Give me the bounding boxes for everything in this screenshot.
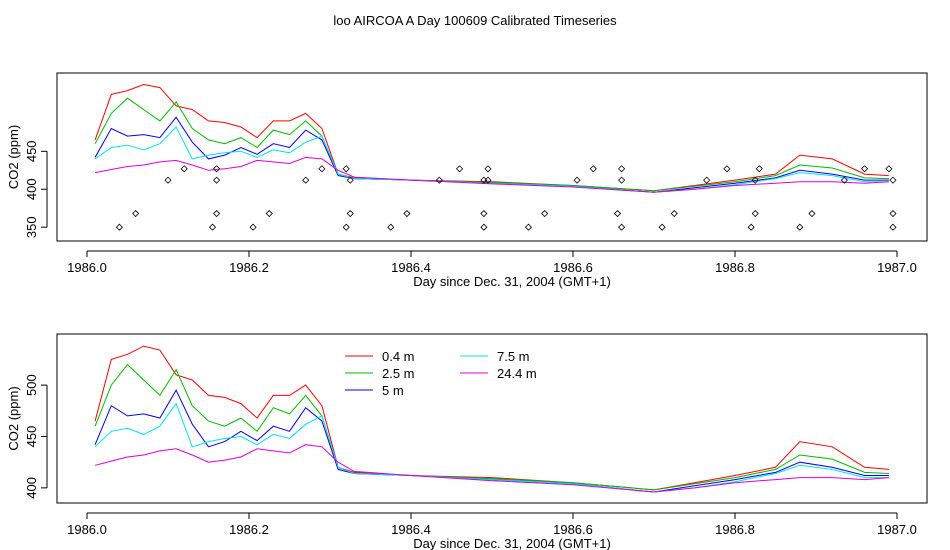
plot-frame (56, 333, 928, 504)
scatter-point (723, 165, 731, 173)
legend-label-1: 2.5 m (382, 366, 415, 381)
x-tick-label: 1986.2 (229, 260, 269, 275)
panel-top: 1986.0 1986.2 1986.4 1986.6 1986.8 1987.0 Day … (6, 72, 928, 289)
series-line-4 (94, 444, 889, 493)
scatter-point (249, 223, 257, 231)
scatter-point (346, 176, 354, 184)
y-tick-label: 500 (24, 374, 39, 396)
x-tick-label: 1986.0 (67, 260, 107, 275)
scatter-point (180, 165, 188, 173)
scatter-point (484, 165, 492, 173)
scatter-point (213, 209, 221, 218)
scatter-point (115, 223, 123, 231)
scatter-point (213, 165, 221, 173)
series-line-0 (94, 345, 889, 491)
scatter-point (861, 165, 869, 173)
series-line-3 (94, 126, 889, 193)
scatter-point (265, 209, 273, 218)
y-tick-label: 450 (24, 140, 39, 162)
y-tick-label: 350 (24, 216, 39, 238)
y-axis-label: CO2 (ppm) (6, 386, 21, 450)
x-axis-label: Day since Dec. 31, 2004 (GMT+1) (413, 536, 611, 550)
scatter-point (403, 209, 411, 218)
x-axis-label: Day since Dec. 31, 2004 (GMT+1) (413, 274, 611, 289)
x-tick-label: 1986.4 (391, 522, 431, 537)
x-tick-label: 1986.8 (715, 260, 755, 275)
scatter-point (480, 209, 488, 218)
scatter-point (132, 209, 140, 218)
scatter-point (342, 165, 350, 173)
scatter-point (889, 176, 897, 184)
scatter-point (618, 223, 626, 231)
x-tick-label: 1987.0 (877, 522, 917, 537)
scatter-point (840, 176, 848, 184)
scatter-point (658, 223, 666, 231)
scatter-point (885, 165, 893, 173)
scatter-point (456, 165, 464, 173)
scatter-point (164, 176, 172, 184)
scatter-point (751, 176, 759, 184)
x-tick-label: 1986.6 (553, 260, 593, 275)
scatter-point (524, 223, 533, 231)
series-line-1 (94, 97, 889, 192)
scatter-point (213, 176, 221, 184)
scatter-point (589, 165, 597, 173)
legend-label-3: 7.5 m (497, 349, 530, 364)
scatter-point (346, 209, 354, 218)
x-tick-label: 1987.0 (877, 260, 917, 275)
scatter-point (435, 176, 443, 184)
scatter-point (808, 209, 816, 218)
scatter-point (618, 176, 626, 184)
scatter-point (208, 223, 217, 231)
scatter-point (703, 176, 711, 184)
series-line-4 (95, 156, 889, 193)
scatter-point (618, 165, 626, 173)
x-tick-label: 1986.4 (391, 260, 431, 275)
scatter-point (318, 165, 326, 173)
scatter-point (484, 176, 492, 184)
scatter-point (302, 176, 310, 184)
scatter-point (613, 209, 622, 218)
scatter-point (342, 223, 350, 231)
plot-frame (56, 72, 928, 242)
scatter-point (889, 223, 897, 231)
scatter-point (747, 223, 755, 231)
legend-label-2: 5 m (382, 383, 404, 398)
series-line-1 (94, 363, 889, 491)
x-tick-label: 1986.8 (715, 522, 755, 537)
y-tick-label: 400 (24, 178, 39, 200)
figure-title: loo AIRCOA A Day 100609 Calibrated Times… (333, 13, 617, 28)
series-line-2 (94, 389, 889, 493)
y-tick-label: 450 (24, 426, 39, 448)
scatter-point (670, 209, 678, 218)
scatter-point (387, 223, 395, 231)
y-tick-label: 400 (24, 477, 39, 499)
scatter-point (573, 176, 581, 184)
series-line-0 (94, 83, 889, 192)
scatter-point (889, 209, 897, 218)
x-tick-label: 1986.6 (553, 522, 593, 537)
y-axis-label: CO2 (ppm) (6, 125, 21, 189)
x-tick-label: 1986.2 (229, 522, 269, 537)
scatter-point (751, 209, 759, 218)
scatter-point (480, 223, 488, 231)
legend-label-4: 24.4 m (497, 366, 537, 381)
x-tick-label: 1986.0 (67, 522, 107, 537)
scatter-point (796, 223, 804, 231)
series-line-3 (94, 402, 889, 493)
series-line-2 (94, 116, 889, 193)
panel-bottom: 1986.0 1986.2 1986.4 1986.6 1986.8 1987.0 Day … (6, 333, 928, 550)
legend-label-0: 0.4 m (382, 349, 415, 364)
scatter-point (755, 165, 763, 173)
scatter-point (541, 209, 549, 218)
